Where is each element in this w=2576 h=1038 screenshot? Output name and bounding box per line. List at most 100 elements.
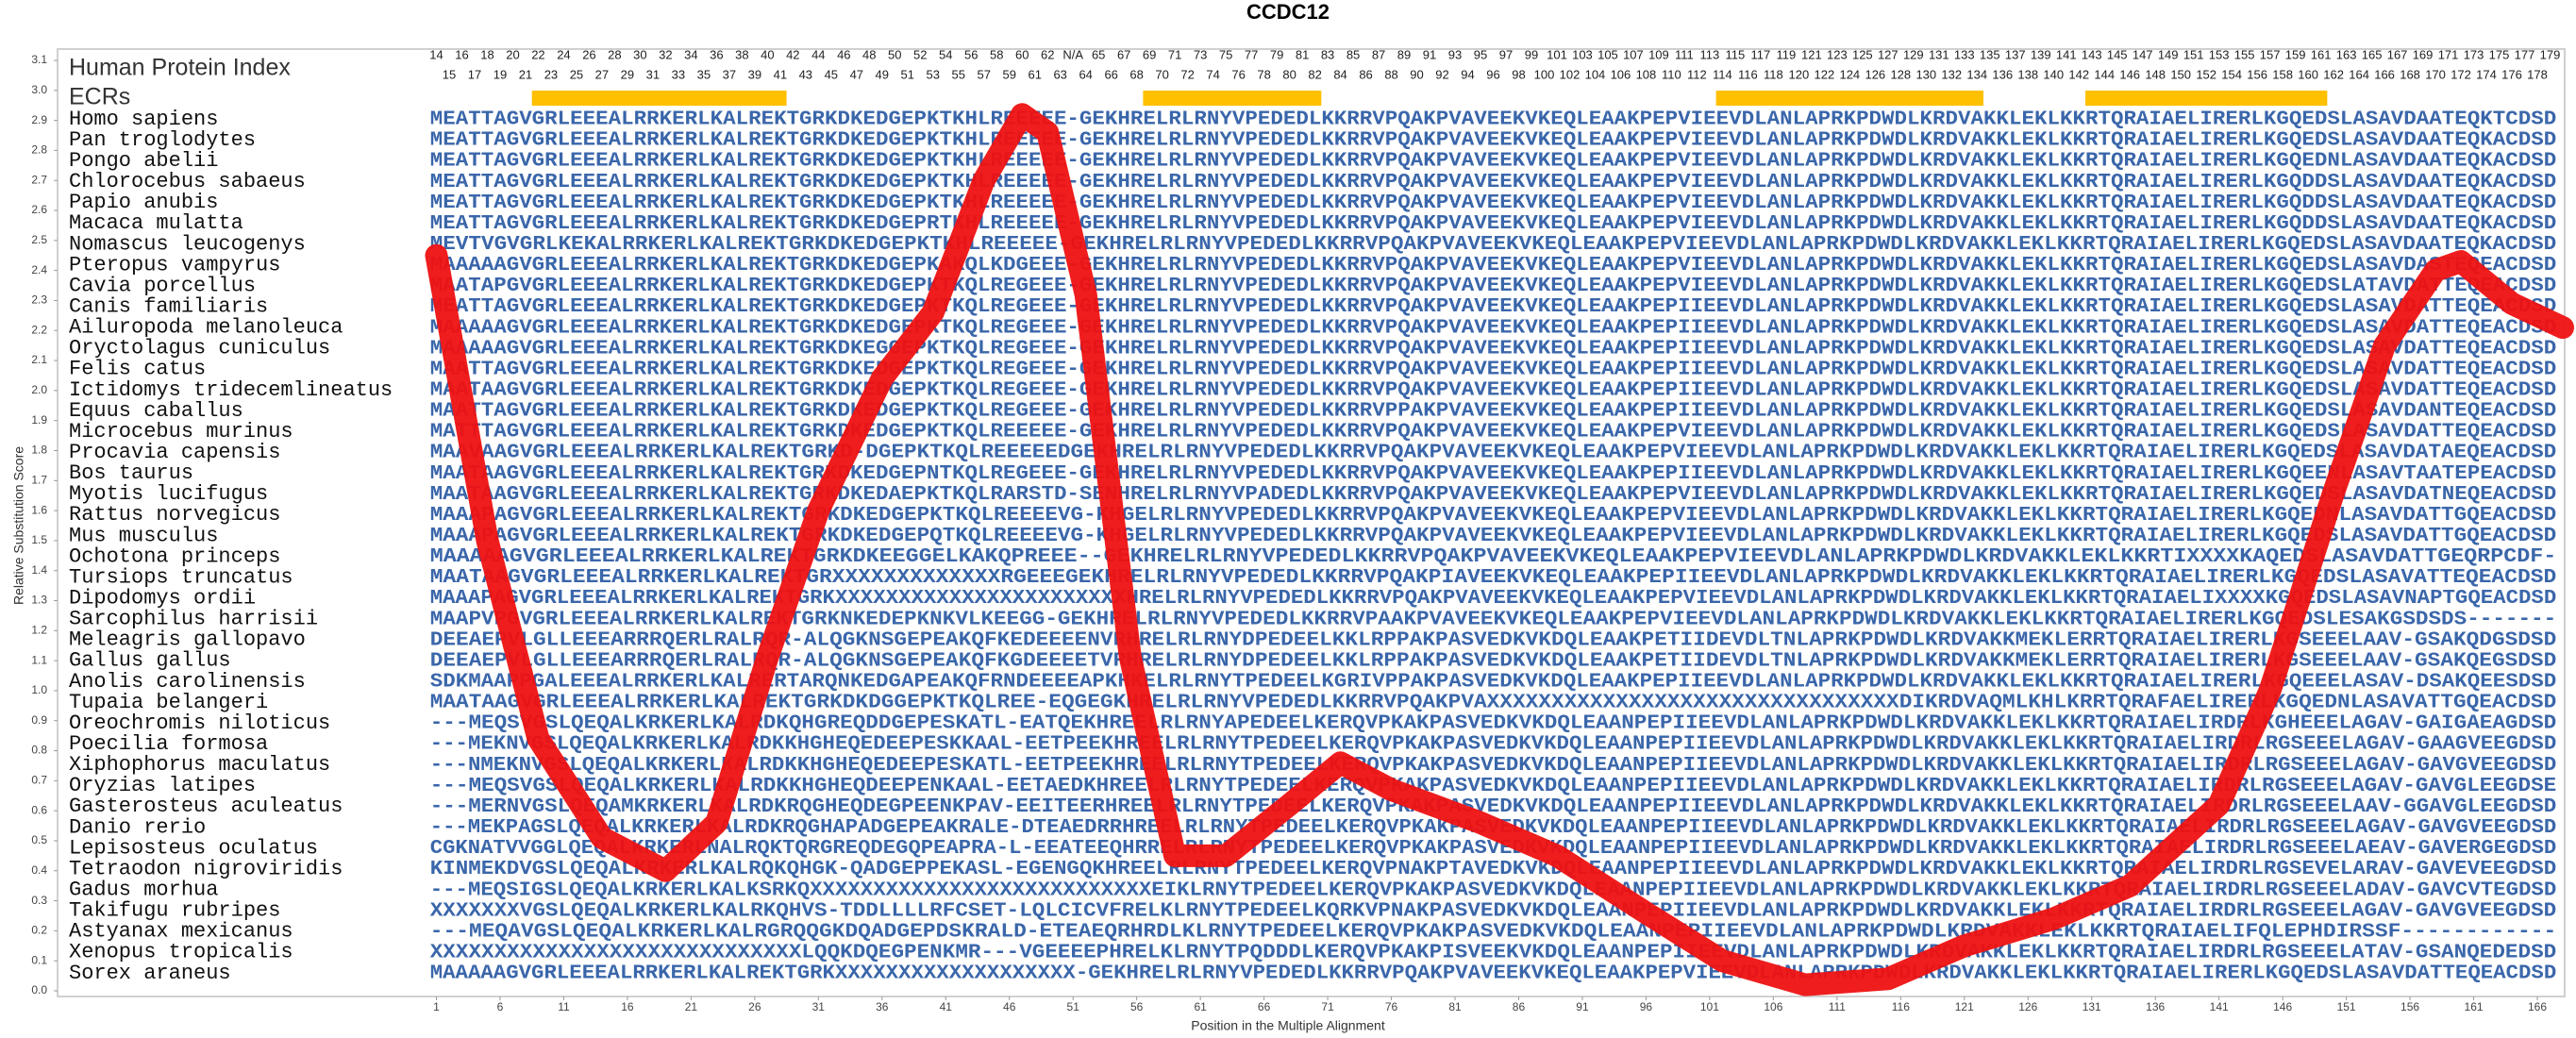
species-name: Mus musculus: [69, 524, 218, 547]
species-name: Canis familiaris: [69, 294, 268, 318]
index-label: 15: [443, 67, 456, 81]
index-label: 83: [1321, 47, 1334, 61]
index-label: 159: [2285, 47, 2306, 61]
sequence: MEATTAGVGRLEEEALRRKERLKALREKTGRKDKEDGEPK…: [430, 193, 2557, 214]
index-label: 58: [990, 47, 1003, 61]
index-label: 163: [2336, 47, 2357, 61]
index-label: 133: [1954, 47, 1975, 61]
species-name: Pan troglodytes: [69, 128, 256, 152]
index-label: 145: [2107, 47, 2128, 61]
sequence: XXXXXXXXXXXXXXXXXXXXXXXXXXXXXLQQKDQEGPEN…: [430, 942, 2557, 963]
index-label: 45: [825, 67, 838, 81]
index-label: 77: [1245, 47, 1258, 61]
index-label: 105: [1597, 47, 1618, 61]
index-label: 90: [1410, 67, 1423, 81]
species-name: Danio rerio: [69, 815, 206, 839]
index-label: 95: [1474, 47, 1487, 61]
y-tick-label: 0.2: [31, 924, 47, 937]
index-label: 61: [1028, 67, 1041, 81]
index-label: 67: [1117, 47, 1130, 61]
y-tick-label: 2.7: [31, 173, 47, 186]
index-label: 38: [735, 47, 748, 61]
index-label: 149: [2158, 47, 2179, 61]
index-label: 147: [2133, 47, 2153, 61]
sequence: MAATAAGVGRLEEEALRRKERLKALREKTGRXXXXXXXXX…: [430, 567, 2557, 589]
index-label: 87: [1372, 47, 1385, 61]
index-label: 47: [850, 67, 863, 81]
sequence: MEATTAGVGRLEEEALRRKERLKALREKTGRKDKEDGEPK…: [430, 151, 2557, 173]
sequence: ---MEQSIGSLQEQALKRKERLKALKSRKQXXXXXXXXXX…: [430, 879, 2557, 901]
index-label: 75: [1219, 47, 1232, 61]
index-label: 157: [2260, 47, 2281, 61]
index-label: 173: [2464, 47, 2484, 61]
species-name: Homo sapiens: [69, 108, 218, 131]
index-label: 164: [2349, 67, 2369, 81]
index-label: 41: [774, 67, 787, 81]
sequence: MAATAAGVGRLEEEALRRKERLKALREKTGRKDKEDAEPK…: [430, 484, 2557, 506]
index-label: 100: [1534, 67, 1555, 81]
index-label: 108: [1636, 67, 1657, 81]
x-axis-label: Position in the Multiple Alignment: [1191, 1018, 1385, 1033]
index-label: 167: [2387, 47, 2408, 61]
y-tick-label: 1.1: [31, 653, 47, 666]
index-label: 93: [1448, 47, 1462, 61]
index-label: 82: [1308, 67, 1321, 81]
sequence: MAATAAGVGRLEEEALRRKERLKALREKTGRKDKEDGEPK…: [430, 379, 2557, 401]
index-label: 31: [646, 67, 660, 81]
x-tick-label: 151: [2337, 1000, 2356, 1013]
x-tick-label: 71: [1321, 1000, 1334, 1013]
index-label: 29: [621, 67, 634, 81]
index-label: 120: [1789, 67, 1810, 81]
index-label: 135: [1980, 47, 2000, 61]
index-label: 111: [1675, 47, 1694, 61]
y-tick-label: 2.5: [31, 233, 47, 246]
index-label: 158: [2272, 67, 2293, 81]
index-label: 71: [1168, 47, 1181, 61]
index-label: 55: [952, 67, 965, 81]
x-tick-label: 166: [2528, 1000, 2547, 1013]
species-name: Cavia porcellus: [69, 274, 256, 297]
index-label: 17: [468, 67, 481, 81]
sequence: MAAAPAGVGRLEEEALRRKERLKALREKTGRKDKEDGEPQ…: [430, 526, 2557, 547]
index-label: 85: [1347, 47, 1360, 61]
sequence: MAAAPAGVGRLEEEALRRKERLKALREKTGRKXXXXXXXX…: [430, 588, 2557, 610]
index-label: 37: [723, 67, 736, 81]
x-tick-label: 106: [1764, 1000, 1782, 1013]
species-name: Oryzias latipes: [69, 774, 256, 797]
index-label: 142: [2068, 67, 2089, 81]
index-label: 151: [2183, 47, 2204, 61]
index-label: 116: [1738, 67, 1758, 81]
species-name: Sarcophilus harrisii: [69, 608, 318, 631]
sequence: MAAAAAGVGRLEEEALRRKERLKALREKTGRKDKEEGGEL…: [430, 546, 2557, 568]
index-label: 122: [1814, 67, 1834, 81]
index-label: 128: [1890, 67, 1911, 81]
index-label: 113: [1700, 47, 1720, 61]
plot-frame: [57, 48, 2566, 997]
species-name: Oryctolagus cuniculus: [69, 337, 330, 360]
species-name: Pongo abelii: [69, 149, 218, 173]
x-tick-label: 31: [812, 1000, 826, 1013]
sequence: MEATTAGVGRLEEEALRRKERLKALREKTGRKDKEDGEPK…: [430, 296, 2557, 318]
x-tick-label: 131: [2083, 1000, 2101, 1013]
sequence: MAAAAAGVGRLEEEALRRKERLKALREKTGRKXXXXXXXX…: [430, 963, 2557, 985]
y-tick-label: 1.0: [31, 683, 47, 696]
sequence: MEATTAGVGRLEEEALRRKERLKALREKTGRKDKEDGEPK…: [430, 172, 2557, 193]
index-label: 150: [2170, 67, 2191, 81]
y-tick-label: 0.6: [31, 803, 47, 816]
y-tick-label: 0.5: [31, 833, 47, 846]
index-label: 46: [837, 47, 850, 61]
y-tick-label: 1.4: [31, 563, 47, 577]
sequence: ---MEKNVGSLQEQALKRKERLKALRDKKHGHEQEDEEPE…: [430, 734, 2557, 756]
index-label: 39: [748, 67, 761, 81]
index-label: 121: [1801, 47, 1822, 61]
index-label: 177: [2515, 47, 2535, 61]
index-label: 124: [1839, 67, 1860, 81]
index-label: 68: [1129, 67, 1143, 81]
index-label: 102: [1560, 67, 1581, 81]
sequence: MAATTAGVGRLEEEALRRKERLKALREKTGRKDKEDGEPK…: [430, 359, 2557, 380]
y-tick-label: 2.8: [31, 143, 47, 157]
x-tick-label: 16: [621, 1000, 634, 1013]
index-label: 107: [1623, 47, 1644, 61]
index-label: 51: [901, 67, 914, 81]
score-line: [425, 103, 2574, 996]
